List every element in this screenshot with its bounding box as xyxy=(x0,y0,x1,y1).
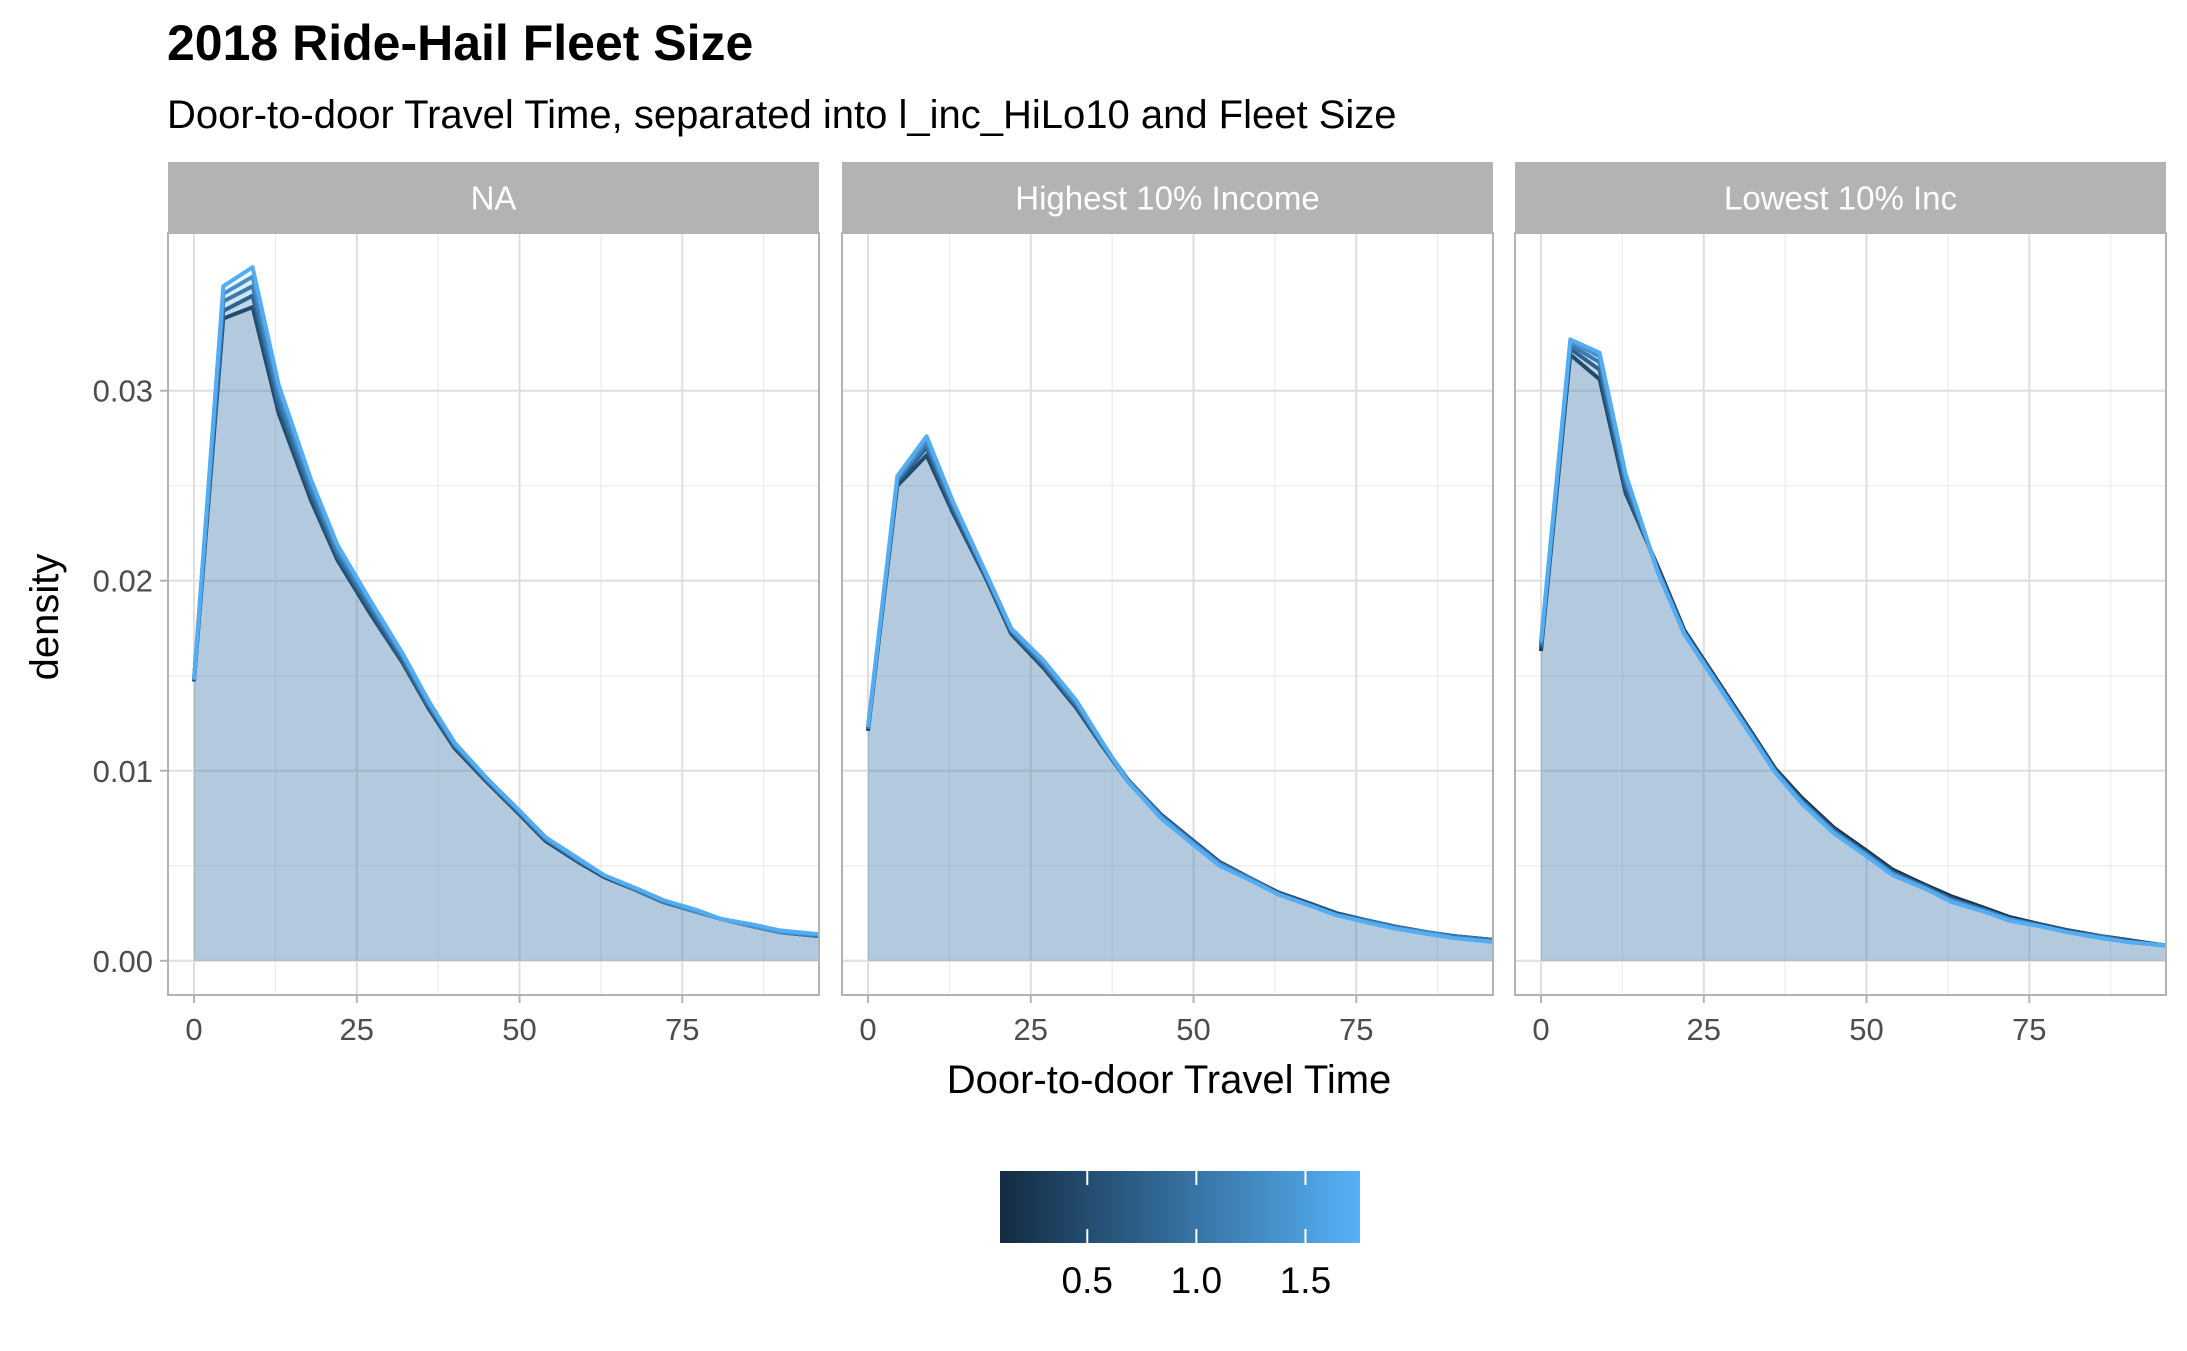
density-area xyxy=(868,440,1493,961)
density-line xyxy=(1539,337,2166,948)
x-tick-label: 75 xyxy=(2012,1012,2046,1047)
facet-panel: Lowest 10% Inc 0 25 50 75 xyxy=(1514,162,2167,1047)
density-area xyxy=(1541,348,2166,961)
density-area xyxy=(194,295,819,961)
x-tick-label: 25 xyxy=(1014,1012,1048,1047)
x-tick-label: 25 xyxy=(1687,1012,1721,1047)
x-tick-label: 0 xyxy=(1532,1012,1549,1047)
x-axis-title: Door-to-door Travel Time xyxy=(947,1058,1392,1102)
facet-strip-label: NA xyxy=(471,180,517,217)
y-tick-label: 0.01 xyxy=(93,754,153,789)
facet-strip-label: Highest 10% Income xyxy=(1015,180,1320,217)
facet-strip xyxy=(842,162,1493,233)
density-line xyxy=(866,434,1493,944)
density-area xyxy=(868,455,1493,961)
gridlines xyxy=(1515,233,2166,995)
x-tick-label: 0 xyxy=(185,1012,202,1047)
density-series xyxy=(1539,337,2166,961)
density-area xyxy=(1541,345,2166,961)
facet-panel: Highest 10% Income 0 25 50 75 xyxy=(841,162,1494,1047)
y-tick-label: 0.02 xyxy=(93,564,153,599)
legend-colorbar xyxy=(1000,1171,1360,1243)
facet-strip xyxy=(168,162,819,233)
x-tick-label: 50 xyxy=(1176,1012,1210,1047)
y-tick-label: 0.00 xyxy=(93,944,153,979)
density-area xyxy=(1541,341,2166,961)
density-area xyxy=(194,276,819,961)
y-axis-title: density xyxy=(23,554,67,681)
chart-subtitle: Door-to-door Travel Time, separated into… xyxy=(167,93,1397,137)
density-area xyxy=(194,286,819,961)
gridlines xyxy=(168,233,819,995)
x-tick-label: 50 xyxy=(1849,1012,1883,1047)
color-legend: 0.5 1.0 1.5 xyxy=(1000,1171,1360,1301)
y-tick-label: 0.03 xyxy=(93,374,153,409)
density-area xyxy=(1541,339,2166,961)
density-area xyxy=(194,307,819,961)
density-line xyxy=(192,265,819,937)
density-area xyxy=(868,436,1493,961)
x-tick-label: 0 xyxy=(859,1012,876,1047)
legend-tick-label: 0.5 xyxy=(1062,1260,1113,1301)
panel-border xyxy=(841,232,1494,996)
density-area xyxy=(1541,354,2166,961)
legend-tick-label: 1.0 xyxy=(1171,1260,1222,1301)
x-tick-label: 75 xyxy=(1339,1012,1373,1047)
facet-panel: NA 0 25 50 75 0.00 0.01 0.02 0.03 xyxy=(93,162,820,1047)
legend-tick-label: 1.5 xyxy=(1280,1260,1331,1301)
facet-panels: NA 0 25 50 75 0.00 0.01 0.02 0.03 Highest 10% Inc… xyxy=(93,162,2167,1047)
density-area xyxy=(194,267,819,961)
x-tick-label: 75 xyxy=(665,1012,699,1047)
panel-border xyxy=(167,232,820,996)
density-area xyxy=(868,447,1493,961)
density-series xyxy=(192,265,819,961)
density-area xyxy=(868,443,1493,961)
panel-border xyxy=(1514,232,2167,996)
x-tick-label: 25 xyxy=(340,1012,374,1047)
facet-strip xyxy=(1515,162,2166,233)
x-tick-label: 50 xyxy=(502,1012,536,1047)
density-series xyxy=(866,434,1493,961)
gridlines xyxy=(842,233,1493,995)
facet-strip-label: Lowest 10% Inc xyxy=(1724,180,1957,217)
chart-title: 2018 Ride-Hail Fleet Size xyxy=(167,15,753,71)
